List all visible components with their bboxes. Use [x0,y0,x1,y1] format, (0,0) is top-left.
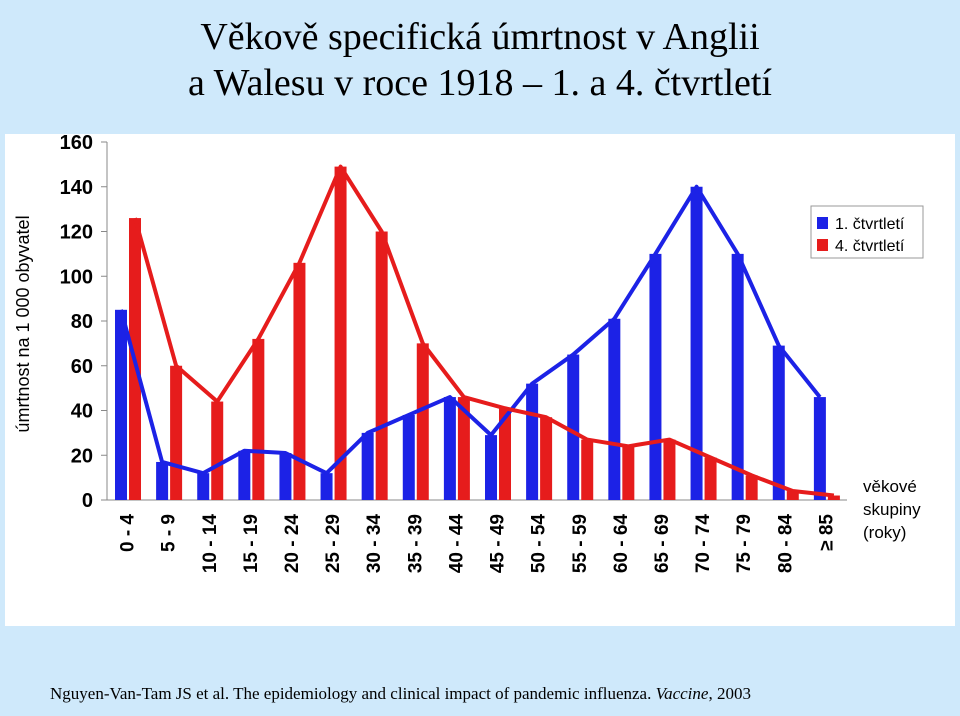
legend-swatch [817,217,828,229]
bar-q1 [402,414,415,500]
line-q4 [133,164,835,498]
bar-q4 [334,166,347,501]
x-tick-label: 70 - 74 [693,514,714,574]
x-tick-label: 80 - 84 [775,514,796,574]
y-tick-label: 140 [60,177,93,199]
x-tick-label: 5 - 9 [159,514,180,552]
legend-label: 1. čtvrtletí [835,216,905,233]
x-axis-title: věkové skupiny (roky) [863,477,921,542]
bar-q1 [526,383,539,500]
x-tick-label: 25 - 29 [323,514,344,573]
bar-q4 [581,439,594,500]
y-tick-label: 160 [60,134,93,154]
y-tick-label: 60 [71,356,93,378]
x-axis-title-line: skupiny [863,500,921,519]
x-axis-title-line: věkové [863,477,917,496]
bar-q1 [320,473,333,500]
bar-q1 [485,435,497,500]
line-q1 [119,184,822,476]
y-axis-title: úmrtnost na 1 000 obyvatel [13,215,33,432]
y-tick-label: 20 [71,445,93,467]
bar-q1 [443,397,456,500]
x-tick-label: 15 - 19 [241,514,262,573]
bar-q4 [786,491,799,500]
x-tick-label: 75 - 79 [734,514,755,573]
bar-q1 [813,397,826,500]
source-caption: Nguyen-Van-Tam JS et al. The epidemiolog… [50,684,751,704]
bar-q1 [238,450,251,500]
caption-text: Nguyen-Van-Tam JS et al. The epidemiolog… [50,684,656,703]
bar-q4 [293,262,306,500]
bar-q4 [416,343,429,500]
chart-panel: 0 20 40 60 80 100 120 140 160 úmrtnost na 1 000 o… [5,134,955,626]
x-tick-label: 0 - 4 [118,514,139,552]
bar-q1 [361,432,374,500]
x-tick-label: 10 - 14 [200,514,221,574]
y-tick-label: 120 [60,222,93,244]
x-axis-title-line: (roky) [863,523,906,542]
bar-q4 [457,397,470,500]
bar-q4 [622,446,635,500]
legend-label: 4. čtvrtletí [835,238,905,255]
x-tick-label: 55 - 59 [570,514,591,573]
bar-q4 [170,365,183,500]
y-tick-label: 100 [60,266,93,288]
bar-q4 [704,457,717,500]
x-tick-label: 30 - 34 [364,514,385,574]
y-tick-label: 0 [82,490,93,512]
x-tick-label: 45 - 49 [488,514,509,573]
bar-q4 [252,338,265,500]
title-line-1: Věkově specifická úmrtnost v Anglii [200,16,760,58]
x-tick-label: 35 - 39 [405,514,426,573]
bar-q4 [375,231,388,500]
bar-q4 [745,475,758,500]
bar-q4 [499,408,511,500]
bar-q1 [197,473,210,500]
caption-journal: Vaccine [655,684,709,703]
bar-q1 [156,461,169,500]
title-line-2: a Walesu v roce 1918 – 1. a 4. čtvrtletí [187,62,772,104]
bar-q1 [649,253,662,500]
x-tick-label: 60 - 64 [611,514,632,574]
bar-q4 [827,495,840,500]
x-tick-label: 50 - 54 [529,514,550,574]
bar-q4 [663,439,676,500]
legend-swatch [817,239,828,251]
bar-q1 [772,345,785,500]
x-tick-label: ≥ 85 [816,514,837,551]
x-tick-label: 20 - 24 [282,514,303,574]
mortality-chart: 0 20 40 60 80 100 120 140 160 úmrtnost na 1 000 o… [13,134,924,574]
y-tick-label: 80 [71,311,93,333]
bar-q1 [690,186,703,500]
legend-box [810,205,924,259]
bar-q1 [567,354,580,500]
bar-q4 [211,401,224,500]
bar-q1 [279,453,292,500]
chart-title: Věkově specifická úmrtnost v Anglii a Wa… [0,14,960,106]
caption-year: , 2003 [708,684,751,703]
bar-q1 [608,318,621,500]
y-tick-label: 40 [71,401,93,423]
x-tick-label: 40 - 44 [446,514,467,574]
x-tick-label: 65 - 69 [652,514,673,573]
bar-q1 [115,309,127,500]
bar-q4 [540,417,553,500]
bar-q1 [731,253,744,500]
